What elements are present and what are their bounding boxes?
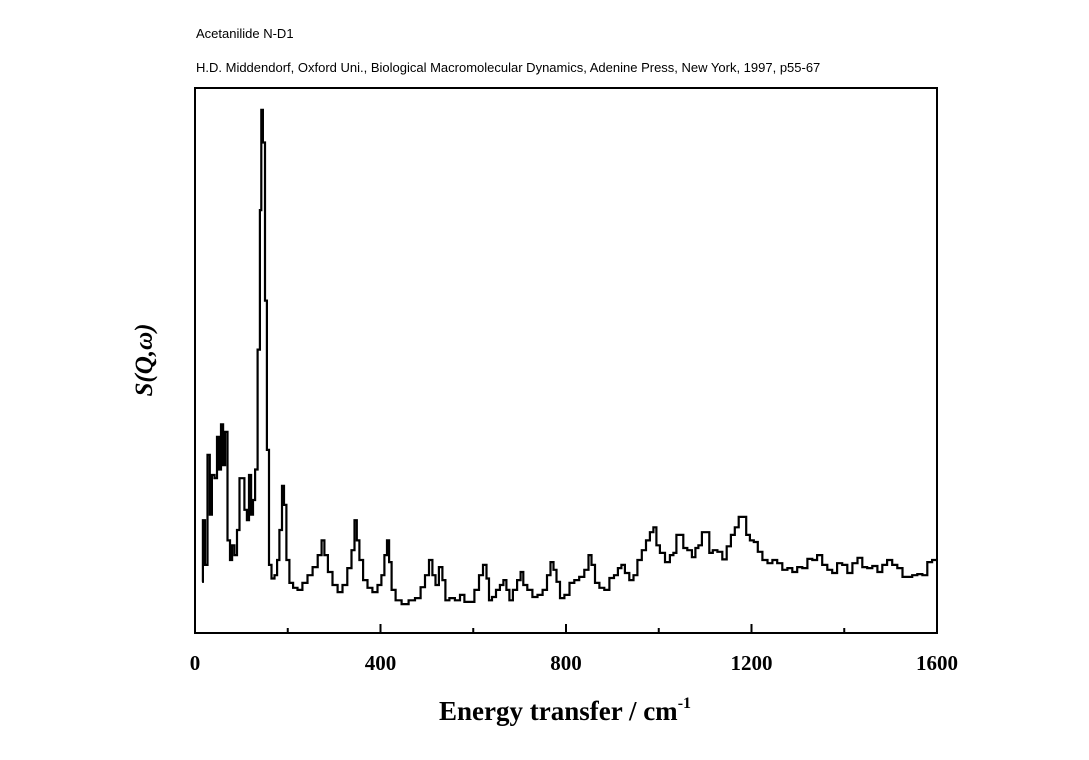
x-tick-label: 0: [190, 651, 201, 675]
x-tick-label: 800: [550, 651, 582, 675]
plot-frame: [194, 87, 938, 634]
chart-subtitle: H.D. Middendorf, Oxford Uni., Biological…: [196, 60, 821, 75]
x-tick-label: 1200: [731, 651, 773, 675]
x-tick-label: 1600: [916, 651, 958, 675]
chart-title: Acetanilide N-D1: [196, 26, 294, 41]
spectrum-line: [201, 108, 937, 606]
x-tick-label: 400: [365, 651, 397, 675]
x-axis-label-superscript: -1: [678, 695, 691, 712]
x-axis-label: Energy transfer / cm-1: [439, 695, 691, 726]
y-axis-label: S(Q,ω): [131, 324, 158, 397]
